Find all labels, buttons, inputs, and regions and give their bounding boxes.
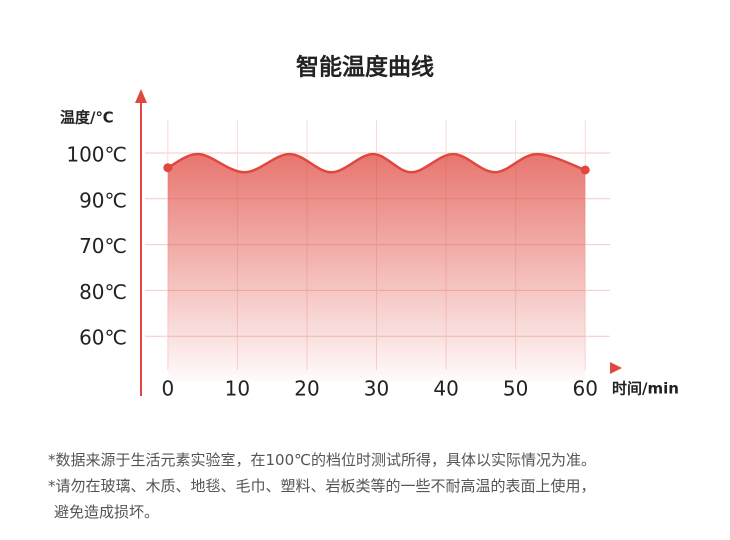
y-tick-label: 90℃	[79, 188, 127, 212]
end-dot	[580, 165, 590, 175]
area	[167, 154, 586, 382]
end-dot	[163, 163, 173, 173]
chart: 智能温度曲线 温度/℃ 时间/min 100℃90℃70℃80℃60℃0 10 20…	[60, 54, 679, 401]
y-axis-label: 温度/℃	[60, 109, 114, 127]
y-arrow	[135, 89, 147, 103]
y-tick-label: 80℃	[79, 280, 127, 304]
note: *请勿在玻璃、木质、地毯、毛巾、塑料、岩板类等的一些不耐高温的表面上使用，	[48, 477, 596, 495]
note: 避免造成损坏。	[54, 503, 160, 521]
y-tick-label: 100℃	[66, 143, 127, 167]
y-tick-label: 60℃	[79, 326, 127, 350]
x-arrow	[610, 362, 622, 374]
note: *数据来源于生活元素实验室，在100℃的档位时测试所得，具体以实际情况为准。	[48, 451, 596, 469]
y-tick-label: 70℃	[79, 234, 127, 258]
x-axis-label: 时间/min	[612, 380, 679, 398]
chart-title: 智能温度曲线	[296, 54, 434, 81]
x-tick-label: 0	[161, 377, 174, 401]
line	[167, 152, 586, 174]
